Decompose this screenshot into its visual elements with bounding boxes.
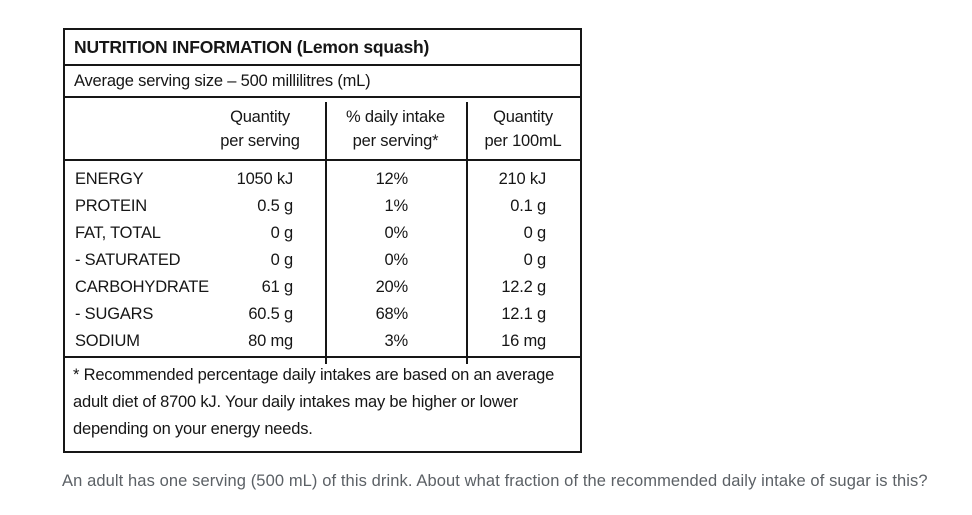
quantity-per-100ml-value: 16 mg — [501, 332, 546, 350]
column-header-daily-intake: % daily intake per serving* — [325, 98, 466, 159]
quantity-per-serving-value: 0.5 g — [257, 197, 293, 215]
quantity-per-serving-value: 60.5 g — [248, 305, 293, 323]
nutrient-data-block: ENERGY 1050 kJ 12% 210 kJ PROTEIN 0.5 g … — [65, 161, 580, 356]
column-header-row: Quantity per serving % daily intake per … — [65, 98, 580, 161]
table-row-saturated: - SATURATED 0 g 0% 0 g — [65, 247, 580, 274]
nutrient-name: ENERGY — [75, 170, 144, 188]
header-line: Quantity — [230, 107, 290, 126]
serving-size-line: Average serving size – 500 millilitres (… — [65, 66, 580, 98]
nutrient-name: SODIUM — [75, 332, 140, 350]
quantity-per-100ml-value: 210 kJ — [498, 170, 547, 188]
header-line: per serving — [220, 131, 300, 150]
column-header-quantity-per-serving: Quantity per serving — [195, 98, 325, 159]
nutrient-name: PROTEIN — [75, 197, 147, 215]
header-line: per serving* — [352, 131, 439, 150]
daily-intake-value: 12% — [375, 170, 409, 188]
column-header-quantity-per-100ml: Quantity per 100mL — [466, 98, 580, 159]
nutrient-name: CARBOHYDRATE — [75, 278, 209, 296]
daily-intake-value: 68% — [375, 305, 409, 323]
nutrient-name: - SUGARS — [75, 305, 154, 323]
column-divider-left — [325, 102, 327, 364]
quantity-per-serving-value: 80 mg — [248, 332, 293, 350]
table-row-sugars: - SUGARS 60.5 g 68% 12.1 g — [65, 301, 580, 328]
table-row-protein: PROTEIN 0.5 g 1% 0.1 g — [65, 193, 580, 220]
header-line: per 100mL — [484, 131, 562, 150]
table-row-sodium: SODIUM 80 mg 3% 16 mg — [65, 328, 580, 355]
question-text: An adult has one serving (500 mL) of thi… — [62, 472, 928, 490]
nutrient-name: - SATURATED — [75, 251, 181, 269]
header-line: % daily intake — [345, 107, 445, 126]
daily-intake-value: 0% — [384, 251, 409, 269]
table-row-carbohydrate: CARBOHYDRATE 61 g 20% 12.2 g — [65, 274, 580, 301]
daily-intake-value: 3% — [384, 332, 409, 350]
nutrition-table: NUTRITION INFORMATION (Lemon squash) Ave… — [63, 28, 582, 453]
header-line: Quantity — [493, 107, 553, 126]
quantity-per-serving-value: 61 g — [261, 278, 294, 296]
table-row-fat-total: FAT, TOTAL 0 g 0% 0 g — [65, 220, 580, 247]
nutrient-name: FAT, TOTAL — [75, 224, 161, 242]
table-row-energy: ENERGY 1050 kJ 12% 210 kJ — [65, 166, 580, 193]
column-divider-right — [466, 102, 468, 364]
footnote: * Recommended percentage daily intakes a… — [65, 356, 580, 443]
daily-intake-value: 20% — [375, 278, 409, 296]
quantity-per-100ml-value: 12.2 g — [501, 278, 546, 296]
quantity-per-serving-value: 1050 kJ — [236, 170, 294, 188]
quantity-per-100ml-value: 0.1 g — [510, 197, 546, 215]
column-header-stub — [65, 98, 195, 159]
quantity-per-serving-value: 0 g — [270, 224, 294, 242]
quantity-per-100ml-value: 0 g — [523, 224, 547, 242]
quantity-per-100ml-value: 0 g — [523, 251, 547, 269]
quantity-per-serving-value: 0 g — [270, 251, 294, 269]
nutrition-table-title: NUTRITION INFORMATION (Lemon squash) — [65, 30, 580, 66]
daily-intake-value: 0% — [384, 224, 409, 242]
daily-intake-value: 1% — [384, 197, 409, 215]
quantity-per-100ml-value: 12.1 g — [501, 305, 546, 323]
